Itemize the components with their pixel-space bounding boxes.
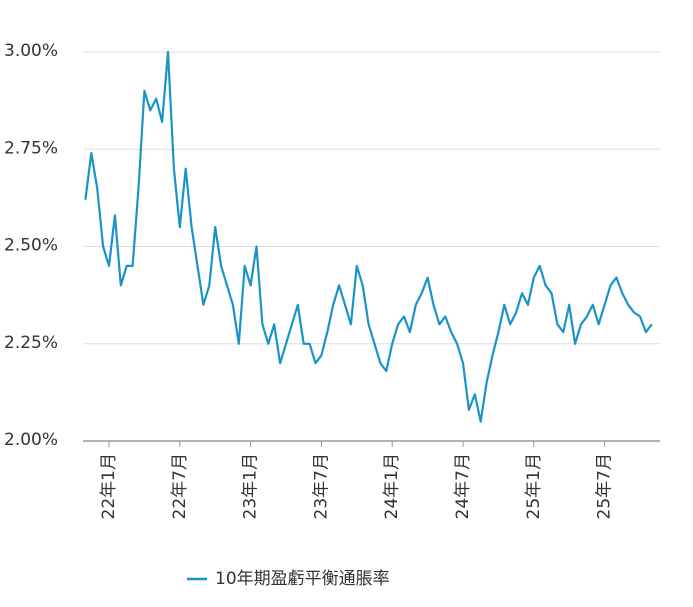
legend-label: 10年期盈虧平衡通脹率	[215, 569, 390, 589]
x-tick-label: 24年1月	[382, 453, 402, 519]
y-tick-label: 2.00%	[4, 430, 58, 450]
x-tick-label: 24年7月	[453, 453, 473, 519]
x-tick-label: 25年1月	[524, 453, 544, 519]
x-tick-label: 23年7月	[311, 453, 331, 519]
x-tick-label: 22年7月	[170, 453, 190, 519]
y-tick-label: 2.75%	[4, 138, 58, 158]
x-tick-label: 22年1月	[99, 453, 119, 519]
x-tick-label: 25年7月	[595, 453, 615, 519]
line	[84, 50, 653, 423]
y-tick-label: 3.00%	[4, 41, 58, 61]
y-tick-label: 2.25%	[4, 333, 58, 353]
x-tick-label: 23年1月	[241, 453, 261, 519]
y-tick-label: 2.50%	[4, 236, 58, 256]
